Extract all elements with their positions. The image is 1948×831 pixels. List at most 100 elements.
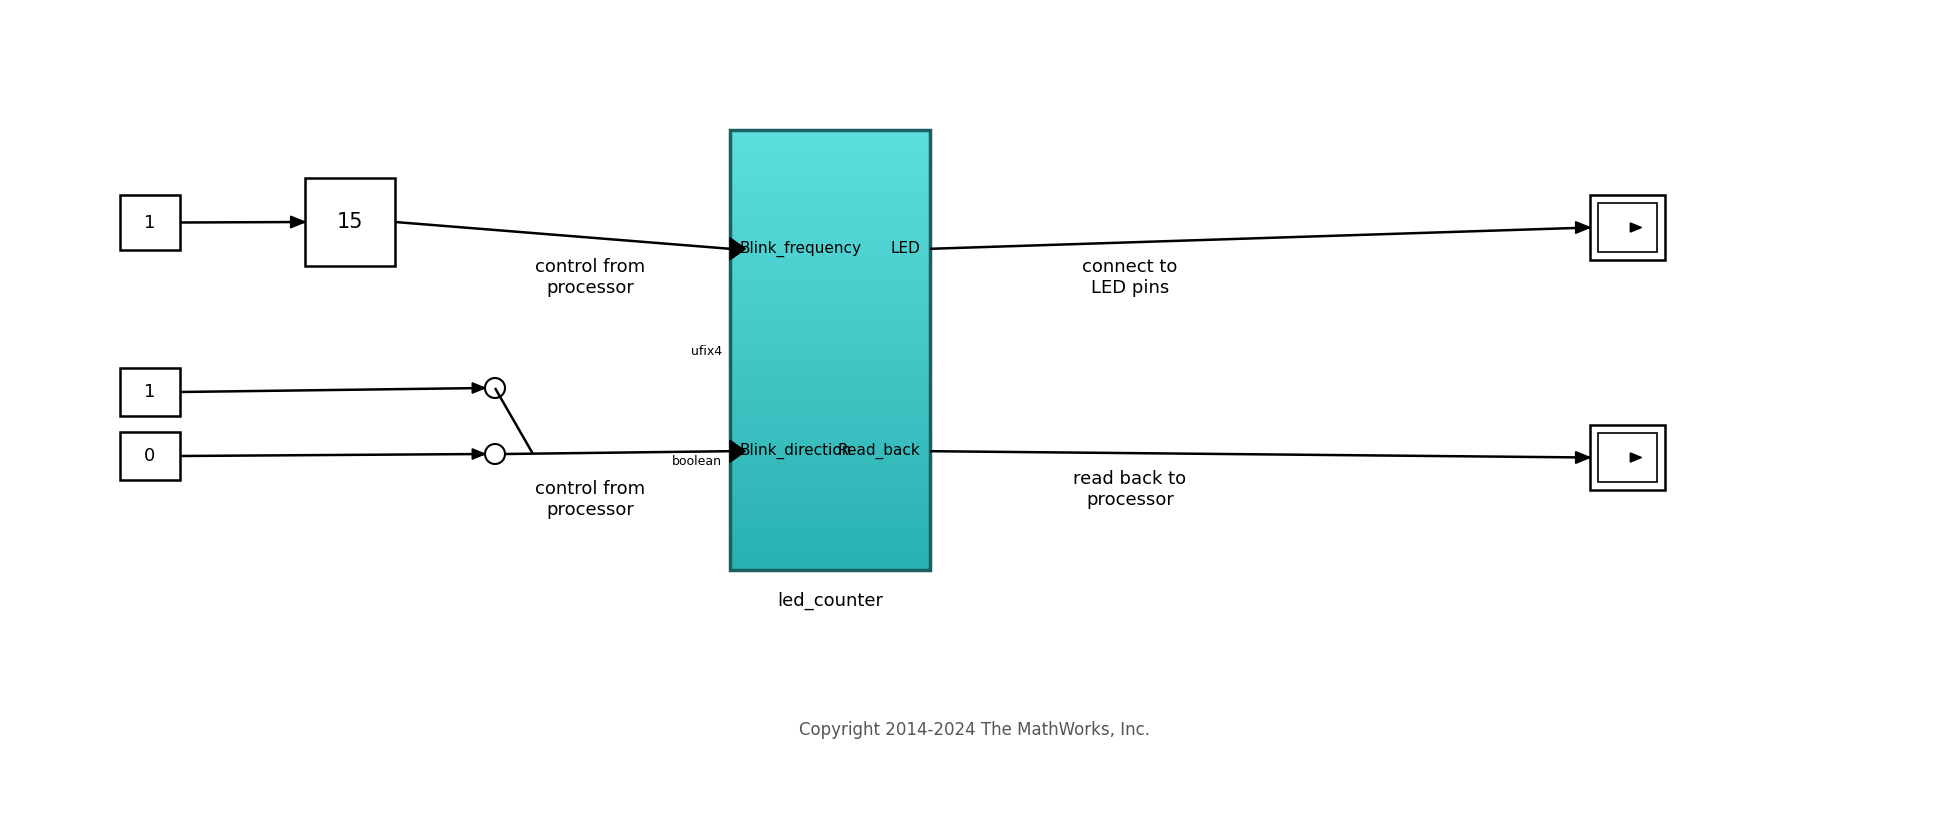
- Bar: [730, 338, 929, 342]
- Bar: [730, 547, 929, 550]
- Bar: [730, 329, 929, 333]
- Bar: [730, 473, 929, 477]
- Bar: [730, 376, 929, 380]
- Bar: [730, 350, 929, 353]
- Circle shape: [485, 444, 505, 464]
- Bar: [730, 183, 929, 186]
- Bar: [730, 309, 929, 312]
- Bar: [730, 168, 929, 171]
- Bar: [730, 286, 929, 289]
- Bar: [730, 514, 929, 518]
- Polygon shape: [1629, 223, 1640, 232]
- Text: 1: 1: [144, 383, 156, 401]
- Bar: [730, 250, 929, 253]
- Bar: [730, 435, 929, 439]
- Bar: [730, 491, 929, 494]
- Bar: [730, 332, 929, 336]
- Bar: [730, 511, 929, 514]
- Bar: [730, 444, 929, 447]
- Bar: [730, 174, 929, 178]
- Bar: [730, 317, 929, 321]
- Bar: [730, 268, 929, 271]
- Bar: [730, 476, 929, 479]
- Bar: [730, 294, 929, 297]
- Bar: [730, 142, 929, 145]
- Bar: [730, 482, 929, 485]
- Bar: [730, 236, 929, 239]
- Bar: [730, 441, 929, 445]
- Bar: [730, 438, 929, 441]
- Bar: [730, 192, 929, 195]
- Bar: [730, 212, 929, 215]
- Bar: [730, 242, 929, 245]
- Bar: [730, 327, 929, 330]
- Bar: [730, 177, 929, 180]
- Bar: [730, 323, 929, 327]
- Text: 1: 1: [144, 214, 156, 232]
- Polygon shape: [471, 449, 485, 460]
- Bar: [730, 365, 929, 368]
- Bar: [730, 367, 929, 371]
- Bar: [730, 532, 929, 535]
- Bar: [730, 271, 929, 274]
- Bar: [730, 520, 929, 524]
- Bar: [730, 248, 929, 251]
- Bar: [730, 417, 929, 420]
- Bar: [730, 160, 929, 163]
- Text: led_counter: led_counter: [777, 592, 882, 610]
- Bar: [730, 145, 929, 148]
- Bar: [730, 148, 929, 151]
- Bar: [730, 529, 929, 533]
- Bar: [730, 564, 929, 568]
- Bar: [730, 543, 929, 547]
- Bar: [730, 555, 929, 558]
- Text: Copyright 2014-2024 The MathWorks, Inc.: Copyright 2014-2024 The MathWorks, Inc.: [799, 721, 1149, 739]
- Bar: [730, 353, 929, 356]
- Bar: [730, 426, 929, 430]
- Bar: [730, 461, 929, 465]
- Bar: [121, 368, 179, 416]
- Bar: [730, 538, 929, 541]
- Bar: [730, 312, 929, 315]
- Text: 15: 15: [337, 212, 362, 232]
- Bar: [730, 470, 929, 474]
- Polygon shape: [730, 440, 744, 462]
- Bar: [730, 382, 929, 386]
- Polygon shape: [471, 383, 485, 393]
- Bar: [730, 344, 929, 347]
- Bar: [730, 204, 929, 207]
- Bar: [730, 273, 929, 278]
- Bar: [730, 133, 929, 136]
- Bar: [1590, 195, 1664, 260]
- Bar: [730, 485, 929, 489]
- Bar: [730, 400, 929, 403]
- Bar: [730, 256, 929, 259]
- Text: control from
processor: control from processor: [534, 258, 645, 297]
- Bar: [730, 467, 929, 471]
- Bar: [730, 517, 929, 521]
- Bar: [730, 429, 929, 433]
- Bar: [730, 567, 929, 571]
- Bar: [730, 549, 929, 553]
- Bar: [730, 238, 929, 242]
- Bar: [730, 347, 929, 351]
- Bar: [730, 523, 929, 527]
- Bar: [730, 229, 929, 234]
- Bar: [730, 265, 929, 268]
- Bar: [1597, 203, 1656, 252]
- Bar: [730, 233, 929, 236]
- Bar: [730, 215, 929, 219]
- Bar: [730, 186, 929, 189]
- Bar: [730, 411, 929, 415]
- Bar: [730, 526, 929, 529]
- Bar: [730, 409, 929, 412]
- Bar: [730, 415, 929, 418]
- Bar: [730, 297, 929, 301]
- Bar: [730, 154, 929, 157]
- Text: 0: 0: [144, 447, 156, 465]
- Bar: [730, 283, 929, 286]
- Text: boolean: boolean: [672, 455, 721, 468]
- Polygon shape: [290, 216, 304, 228]
- Bar: [730, 465, 929, 468]
- Bar: [730, 494, 929, 497]
